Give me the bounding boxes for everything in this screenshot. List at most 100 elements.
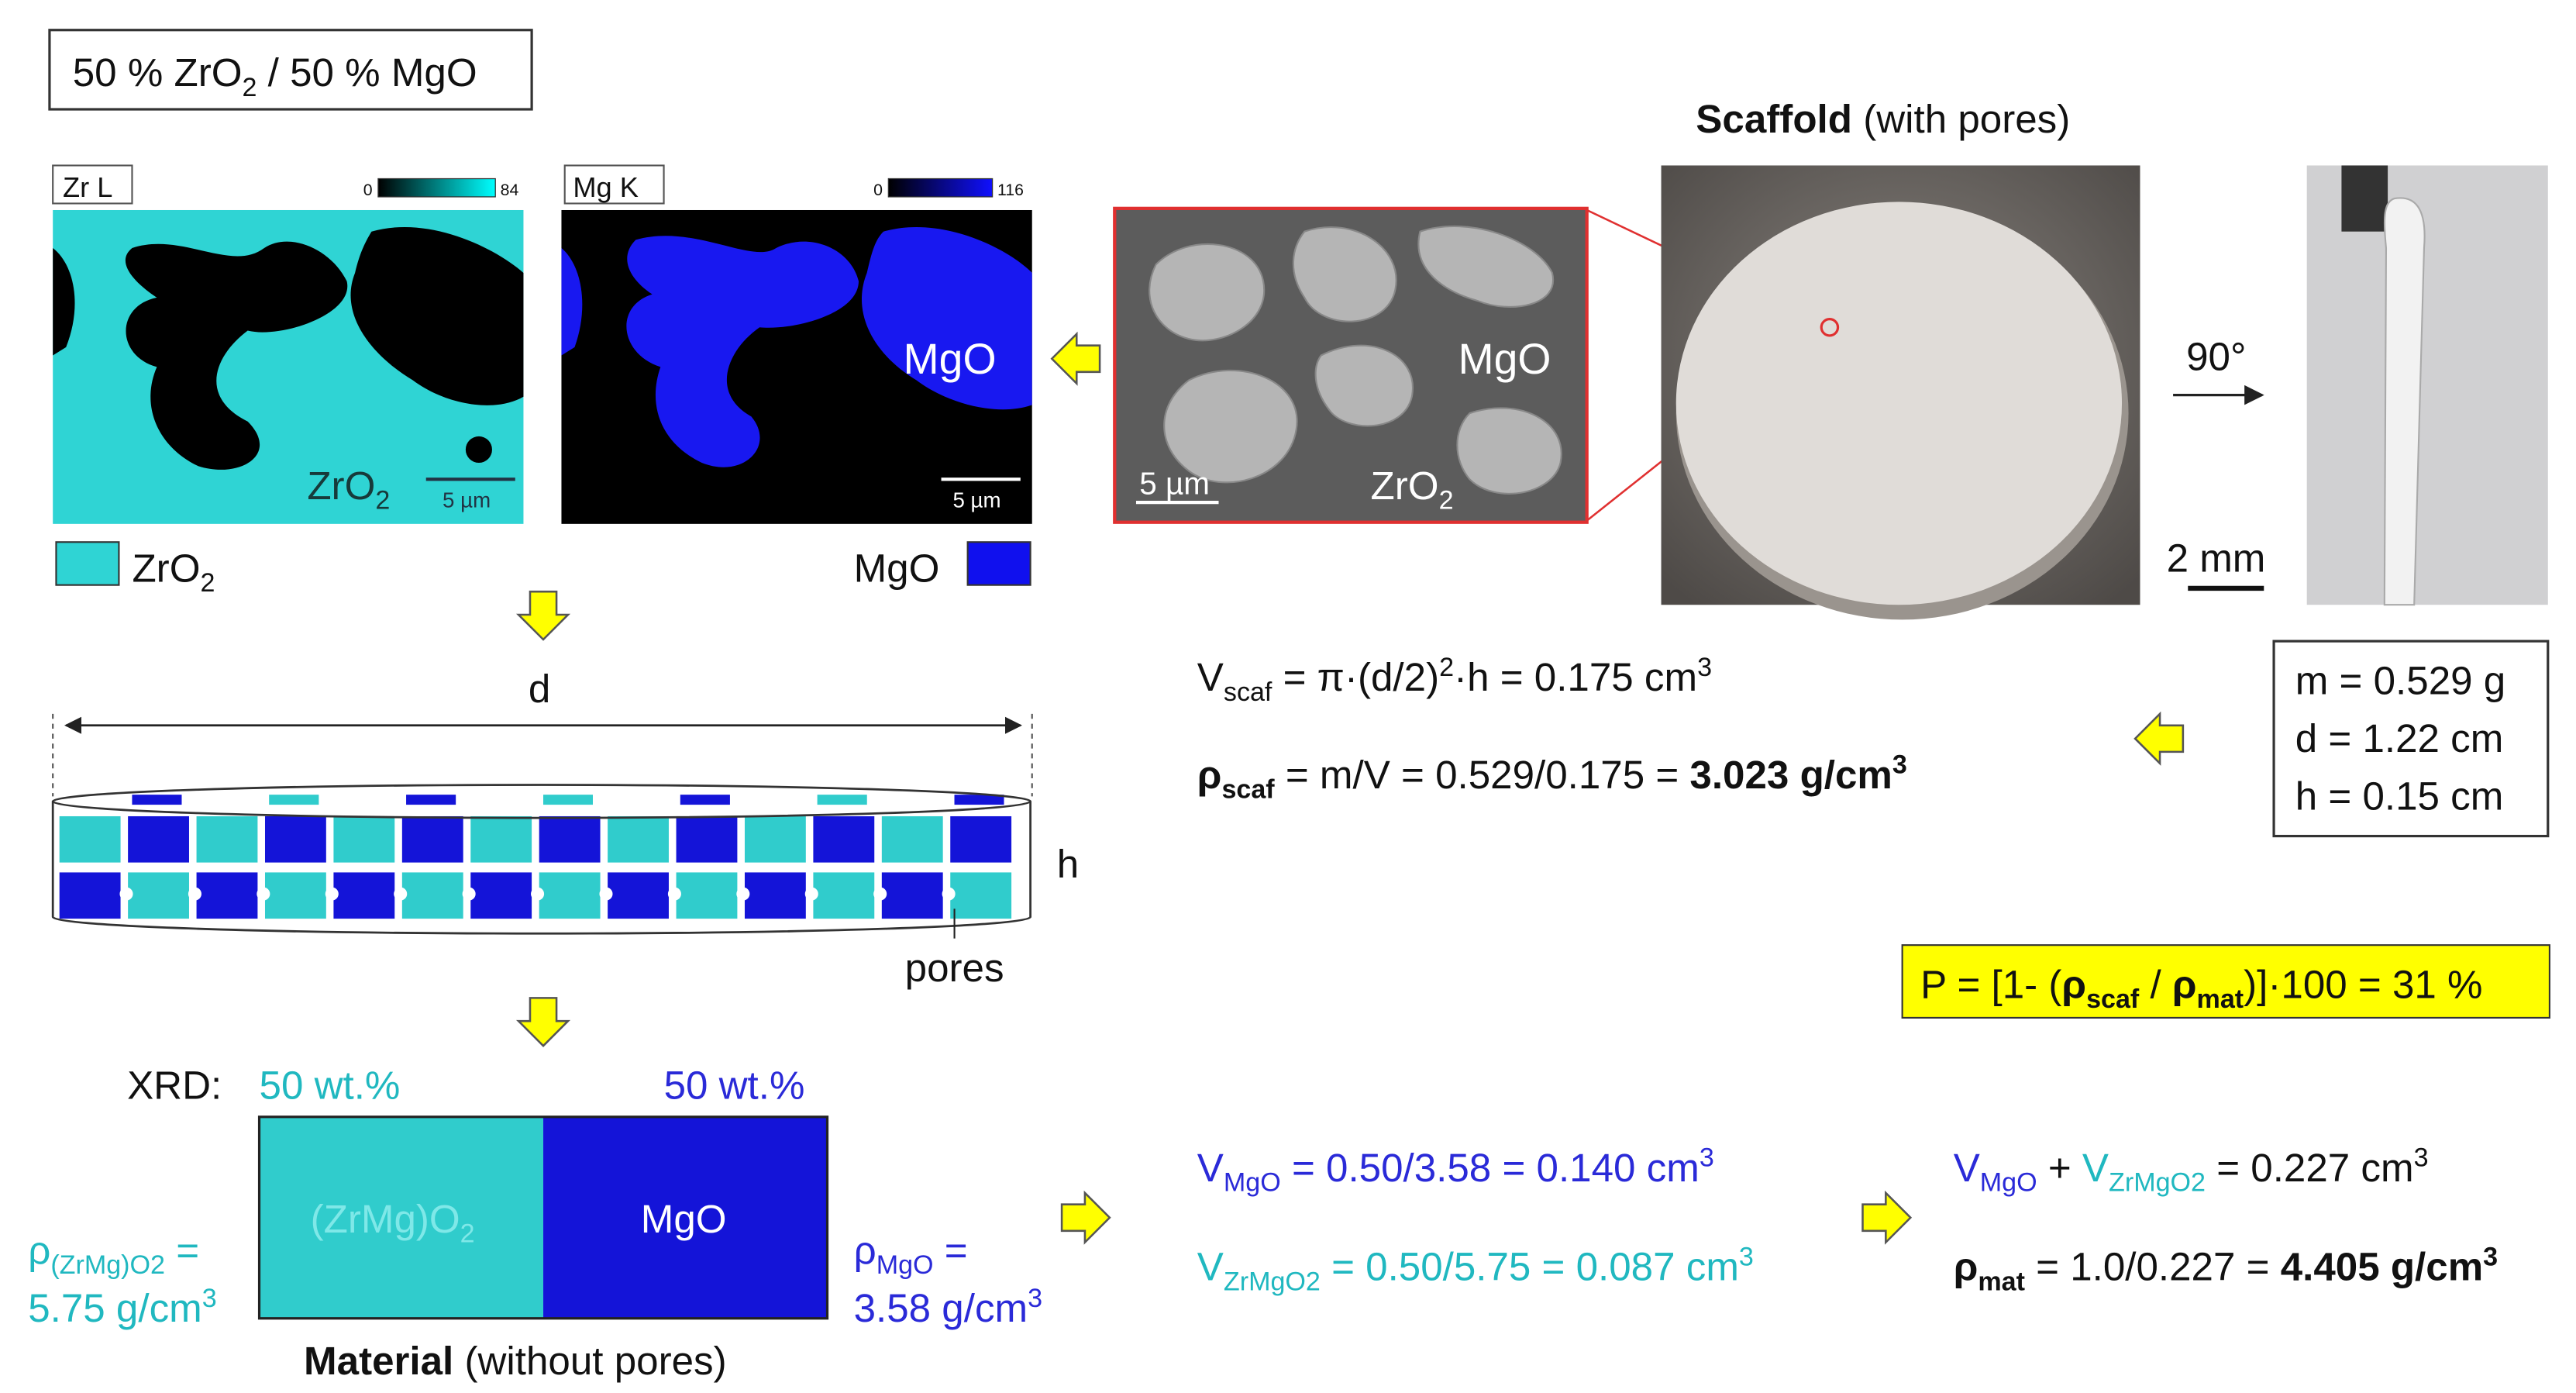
cylinder-top	[51, 784, 1031, 819]
text-segment: 50 % ZrO	[73, 50, 243, 95]
arrow	[2133, 712, 2185, 765]
legend-swatch	[966, 541, 1031, 586]
text-segment: 2	[1439, 486, 1454, 515]
text-segment: ·h = 0.175 cm	[1454, 655, 1697, 699]
sem-phase: MgO	[1458, 335, 1551, 383]
text-segment: MgO	[1224, 1168, 1281, 1198]
density-equation: ρscaf = m/V = 0.529/0.175 = 3.023 g/cm3	[1197, 750, 1907, 805]
text-segment: =	[934, 1228, 968, 1272]
map-blob	[561, 247, 583, 356]
legend-label: MgO	[854, 546, 940, 590]
text-segment: 3	[2483, 1243, 2498, 1272]
text-segment: MgO	[876, 1250, 934, 1280]
phase-cell	[128, 815, 189, 863]
text-segment: 2	[1439, 653, 1454, 682]
text-segment: ZrO	[132, 546, 200, 590]
text-segment: 3	[1739, 1243, 1754, 1272]
text-segment	[1852, 97, 1863, 141]
arrow	[1861, 1191, 1912, 1243]
top-cell	[954, 795, 1004, 805]
text-segment: scaf	[1224, 678, 1273, 707]
colorbar-min: 0	[363, 181, 373, 199]
text-segment: Material	[304, 1339, 453, 1383]
phase-cell	[59, 815, 121, 863]
text-segment	[453, 1339, 464, 1383]
pore	[804, 887, 818, 901]
colorbar-max: 116	[997, 181, 1024, 199]
zoom-spot	[1820, 318, 1840, 337]
phase-cell	[950, 872, 1012, 919]
top-cell	[680, 795, 730, 805]
material-density: ρmat = 1.0/0.227 = 4.405 g/cm3	[1954, 1243, 2498, 1297]
volume-mgo: VMgO = 0.50/3.58 = 0.140 cm3	[1197, 1143, 1714, 1198]
xrd-label: XRD:	[127, 1063, 222, 1107]
top-cell	[817, 795, 867, 805]
text-segment: (ZrMg)O2	[50, 1250, 165, 1280]
phase-cell	[470, 872, 532, 919]
pore	[873, 887, 887, 901]
text-segment: = m/V = 0.529/0.175 =	[1275, 753, 1690, 797]
zr-phase-block	[259, 1116, 544, 1319]
text-segment: 3	[1700, 1143, 1714, 1173]
measurement: d = 1.22 cm	[2295, 716, 2504, 760]
pore	[257, 887, 270, 901]
text-segment: 3	[202, 1284, 217, 1313]
colorbar-max: 84	[501, 181, 519, 199]
text-segment: = 1.0/0.227 =	[2025, 1245, 2281, 1289]
porosity-box	[1901, 944, 2550, 1019]
map-blob	[53, 247, 75, 356]
text-segment: ρ	[1954, 1245, 1978, 1289]
sem-phase: ZrO2	[1371, 464, 1454, 515]
text-segment: 4.405 g/cm	[2281, 1245, 2483, 1289]
phase-cell	[196, 815, 258, 863]
text-segment: V	[2082, 1146, 2109, 1190]
scaffold-title: Scaffold (with pores)	[1696, 97, 2070, 141]
arrow	[1060, 1191, 1111, 1243]
phase-cell	[950, 815, 1012, 863]
sem-grain	[1149, 225, 1562, 495]
scaffold-disc	[1675, 202, 2123, 605]
material-caption: Material (without pores)	[304, 1339, 727, 1383]
text-segment: = 0.50/5.75 = 0.087 cm	[1321, 1245, 1739, 1289]
phase-cell	[539, 872, 601, 919]
text-segment: P = [1- (	[1920, 962, 2061, 1006]
map-blob	[350, 226, 524, 405]
volume-equation: Vscaf = π·(d/2)2·h = 0.175 cm3	[1197, 653, 1712, 707]
text-segment: 2	[200, 568, 215, 598]
arrow	[517, 590, 570, 641]
colorbar-min: 0	[873, 181, 883, 199]
disc-side	[2383, 197, 2426, 606]
phase-cell	[539, 815, 601, 863]
clamp	[2341, 165, 2388, 232]
text-segment: Scaffold	[1696, 97, 1852, 141]
legend-label: ZrO2	[132, 546, 215, 598]
map-phase: MgO	[904, 335, 997, 383]
text-segment: 5.75 g/cm	[28, 1286, 202, 1330]
text-segment: 3	[1028, 1284, 1042, 1313]
text-segment: ZrMgO2	[2109, 1168, 2206, 1198]
weight-fraction: 50 wt.%	[260, 1063, 401, 1107]
text-segment: /	[2139, 962, 2172, 1006]
scale-bar-label: 2 mm	[2167, 536, 2266, 581]
phase-cell	[676, 872, 738, 919]
phase-cell	[744, 815, 806, 863]
text-segment: =	[165, 1228, 199, 1272]
scale-bar-label: 5 µm	[952, 488, 1000, 512]
text-segment: 3	[1892, 750, 1907, 780]
scale-bar-label: 5 µm	[443, 488, 491, 512]
map-blob	[626, 236, 859, 467]
text-segment: 3.58 g/cm	[854, 1286, 1028, 1330]
material-frame	[257, 1115, 829, 1320]
phase-density: ρ(ZrMg)O2 =	[28, 1228, 199, 1280]
text-segment: (without pores)	[464, 1339, 726, 1383]
colorbar	[377, 178, 496, 198]
text-segment: V	[1197, 1245, 1224, 1289]
phase-cell	[333, 815, 395, 863]
phase-cell	[128, 872, 189, 919]
dimension-label: d	[529, 667, 550, 711]
phase-cell	[676, 815, 738, 863]
phase-cell	[881, 872, 943, 919]
top-cell	[543, 795, 593, 805]
